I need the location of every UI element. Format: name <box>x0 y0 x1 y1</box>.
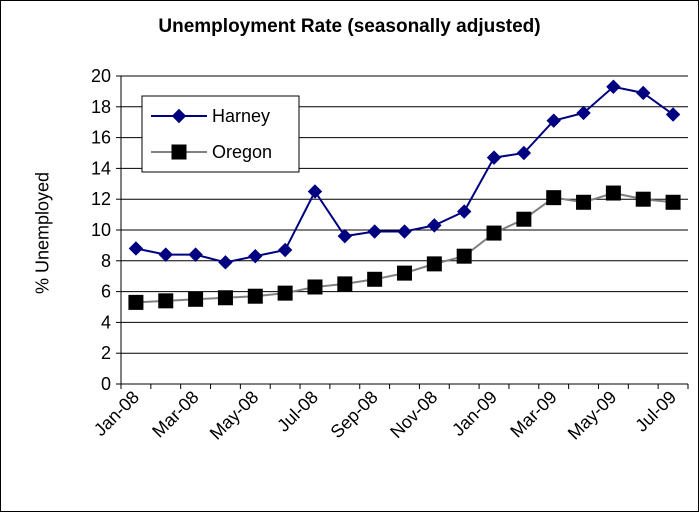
data-point-oregon <box>128 294 144 310</box>
series-line-oregon <box>135 192 674 304</box>
data-point-harney <box>636 85 651 101</box>
data-point-oregon <box>665 194 681 210</box>
data-point-oregon <box>188 291 204 307</box>
y-tick-label: 16 <box>91 128 111 148</box>
data-point-oregon <box>277 285 293 301</box>
legend-marker-harney <box>171 108 187 124</box>
data-point-oregon <box>307 279 323 295</box>
legend: Harney Oregon <box>141 95 300 173</box>
legend-label-oregon: Oregon <box>212 142 272 162</box>
x-tick-label: May-09 <box>564 387 621 444</box>
legend-label-harney: Harney <box>212 106 270 126</box>
y-tick-label: 0 <box>101 374 111 394</box>
x-tick-label: Jul-09 <box>631 387 680 436</box>
data-point-oregon <box>605 185 621 201</box>
y-tick-label: 18 <box>91 97 111 117</box>
y-tick-label: 2 <box>101 343 111 363</box>
data-point-harney <box>277 242 293 258</box>
data-point-harney <box>158 247 173 262</box>
data-point-harney <box>486 150 502 165</box>
x-tick-labels: Jan-08 Mar-08 May-08 Jul-08 Sep-08 Nov-08 Jan-… <box>90 387 680 444</box>
data-point-harney <box>546 113 561 128</box>
data-point-oregon <box>635 191 651 207</box>
x-tick-label: Jan-08 <box>90 387 143 440</box>
y-tick-label: 6 <box>101 282 111 302</box>
data-point-harney <box>188 247 203 262</box>
data-point-harney <box>456 204 472 219</box>
axes <box>116 75 689 389</box>
data-point-oregon <box>397 265 412 281</box>
data-point-oregon <box>217 290 233 306</box>
data-point-harney <box>427 218 442 233</box>
legend-box <box>141 95 300 173</box>
y-tick-label: 10 <box>91 220 111 240</box>
x-tick-label: May-08 <box>206 387 263 444</box>
y-tick-label: 14 <box>91 158 111 178</box>
data-point-oregon <box>337 276 353 292</box>
data-point-harney <box>397 224 412 239</box>
data-point-oregon <box>576 194 592 210</box>
data-point-harney <box>307 184 323 199</box>
x-tick-label: Nov-08 <box>386 387 441 442</box>
data-point-oregon <box>426 256 442 272</box>
legend-marker-oregon <box>171 144 187 160</box>
series-layer <box>128 79 681 310</box>
x-tick-label: Mar-08 <box>148 387 202 441</box>
data-point-oregon <box>486 225 502 241</box>
data-point-harney <box>576 105 591 121</box>
x-tick-label: Jan-09 <box>448 387 501 440</box>
x-tick-label: Mar-09 <box>506 387 560 441</box>
data-point-harney <box>516 145 532 161</box>
data-point-harney <box>248 248 263 264</box>
data-point-oregon <box>247 288 263 304</box>
y-tick-label: 4 <box>101 312 111 332</box>
y-tick-labels: 0 2 4 6 8 10 12 14 16 18 20 <box>91 66 111 394</box>
data-point-harney <box>218 255 233 270</box>
data-point-harney <box>367 224 382 239</box>
data-point-harney <box>337 228 353 244</box>
x-tick-label: Jul-08 <box>273 387 322 436</box>
data-point-oregon <box>158 293 174 309</box>
data-point-harney <box>665 107 681 122</box>
data-point-oregon <box>367 271 383 287</box>
x-tick-label: Sep-08 <box>327 387 382 442</box>
data-point-oregon <box>516 211 532 227</box>
y-tick-label: 12 <box>91 189 111 209</box>
y-tick-label: 20 <box>91 66 111 86</box>
y-tick-label: 8 <box>101 251 111 271</box>
chart-title: Unemployment Rate (seasonally adjusted) <box>158 16 541 37</box>
data-point-harney <box>128 241 144 256</box>
data-point-oregon <box>456 248 472 264</box>
data-point-harney <box>606 79 621 94</box>
data-point-oregon <box>546 190 562 206</box>
